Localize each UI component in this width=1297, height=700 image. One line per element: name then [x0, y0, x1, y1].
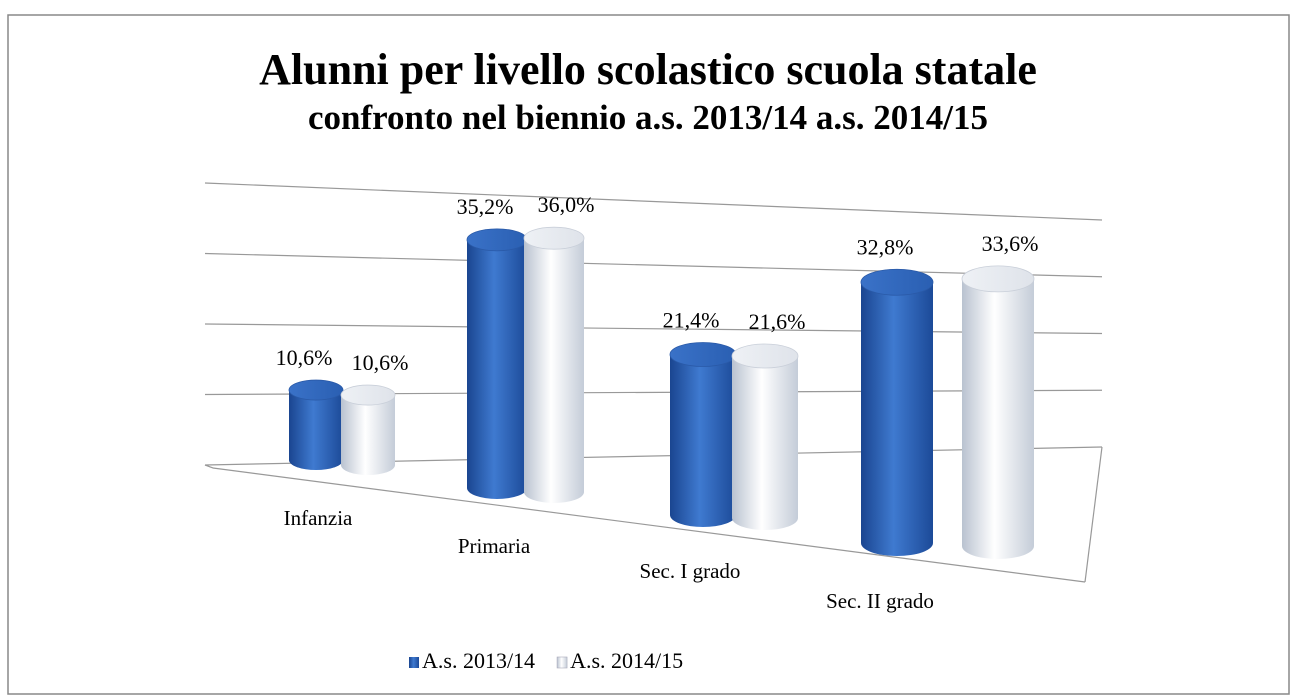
value-label: 32,8%: [857, 234, 914, 259]
cylinder: [524, 238, 584, 503]
cylinder-top: [340, 384, 396, 406]
cylinder: [670, 354, 736, 527]
cylinder: [962, 278, 1034, 559]
x-tick-label: Sec. II grado: [826, 589, 934, 613]
cylinder-top: [731, 343, 799, 369]
value-label: 10,6%: [276, 345, 333, 370]
x-tick-label: Sec. I grado: [640, 559, 741, 583]
cylinder-top: [523, 226, 585, 250]
grid-line: [204, 182, 1103, 221]
legend-label: A.s. 2013/14: [422, 648, 535, 673]
x-tick-label: Primaria: [458, 534, 531, 558]
legend-label: A.s. 2014/15: [570, 648, 683, 673]
value-label: 10,6%: [352, 350, 409, 375]
cylinder: [467, 239, 527, 499]
cylinder: [289, 390, 343, 470]
floor-edge: [212, 467, 1086, 583]
legend-swatch: [409, 657, 419, 668]
value-label: 35,2%: [457, 194, 514, 219]
cylinder-top: [466, 228, 528, 252]
value-label: 21,4%: [663, 308, 720, 333]
cylinder: [341, 395, 395, 475]
grid-line: [204, 323, 1103, 335]
cylinder: [732, 356, 798, 530]
floor-edge: [204, 464, 214, 469]
grid-line: [204, 252, 1103, 278]
value-label: 33,6%: [982, 231, 1039, 256]
floor-edge: [1084, 446, 1103, 583]
cylinder-top: [961, 265, 1035, 293]
cylinder: [861, 282, 933, 556]
plot-area: Infanzia 10,6% 10,6% Primaria 35,2% 36,0% Sec.…: [204, 182, 1103, 673]
chart-title: Alunni per livello scolastico scuola sta…: [259, 45, 1037, 94]
cylinder-top: [860, 268, 934, 296]
cylinder-top: [669, 342, 737, 367]
x-tick-label: Infanzia: [284, 506, 353, 530]
legend-swatch: [556, 656, 568, 669]
value-label: 21,6%: [749, 309, 806, 334]
chart-subtitle: confronto nel biennio a.s. 2013/14 a.s. …: [308, 98, 988, 137]
cylinder-top: [288, 379, 344, 401]
value-label: 36,0%: [538, 192, 595, 217]
